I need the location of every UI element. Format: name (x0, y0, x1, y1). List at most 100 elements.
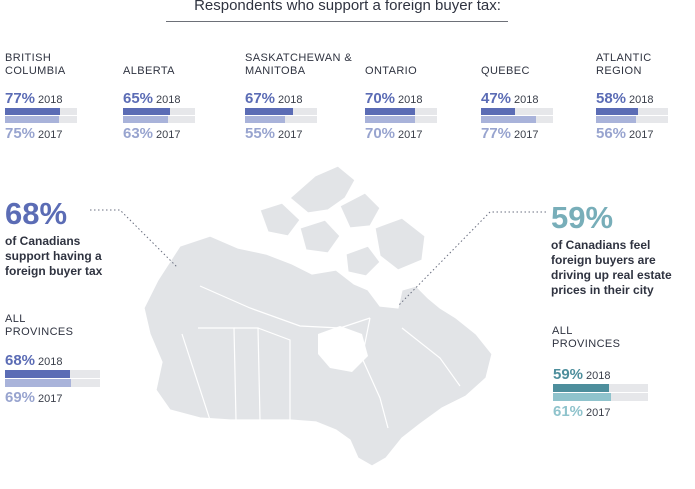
value-2017: 55% (245, 125, 276, 142)
region-saskatchewan-manitoba: SASKATCHEWAN & MANITOBA 67% 2018 55% 2017 (245, 51, 363, 142)
all-label-line: PROVINCES (5, 326, 74, 338)
year-2017-label: 2017 (156, 129, 181, 141)
region-label: SASKATCHEWAN & MANITOBA (245, 52, 353, 77)
bar-track-2017 (596, 116, 668, 123)
bar-track-2017 (123, 116, 195, 123)
region-atlantic: ATLANTIC REGION 58% 2018 56% 2017 (596, 51, 691, 142)
year-2018-label: 2018 (629, 94, 654, 106)
left-description: of Canadians support having a foreign bu… (5, 234, 165, 279)
bar-track-2017 (553, 393, 648, 401)
all-label-line: ALL (5, 313, 26, 325)
desc-line: of Canadians (5, 234, 81, 248)
bar-track-2018 (245, 108, 317, 115)
bar-2018 (553, 384, 610, 392)
year-2017-label: 2017 (514, 129, 539, 141)
value-2017: 70% (365, 125, 396, 142)
bar-2017 (123, 116, 169, 123)
value-2017: 69% (5, 389, 36, 406)
value-2017: 75% (5, 125, 36, 142)
bar-2018 (596, 108, 638, 115)
desc-line: foreign buyers are (551, 253, 656, 267)
desc-line: foreign buyer tax (5, 264, 103, 278)
region-british-columbia: BRITISH COLUMBIA 77% 2018 75% 2017 (5, 51, 115, 142)
year-2017-label: 2017 (38, 393, 63, 405)
value-2018: 47% (481, 90, 512, 107)
value-2017: 77% (481, 125, 512, 142)
year-2017-label: 2017 (38, 129, 63, 141)
right-stat: 59% of Canadians feel foreign buyers are… (551, 200, 691, 298)
bar-2017 (5, 116, 59, 123)
year-2018-label: 2018 (278, 94, 303, 106)
region-label: ATLANTIC REGION (596, 52, 652, 77)
bar-track-2018 (553, 384, 648, 392)
value-2018: 70% (365, 90, 396, 107)
right-all-bars: 59% 2018 61% 2017 (553, 366, 653, 420)
right-description: of Canadians feel foreign buyers are dri… (551, 238, 691, 298)
title-underline (166, 21, 508, 22)
canada-map (143, 165, 493, 467)
value-2018: 77% (5, 90, 36, 107)
value-2018: 59% (553, 366, 584, 383)
region-ontario: ONTARIO 70% 2018 70% 2017 (365, 51, 475, 142)
left-all-bars: 68% 2018 69% 2017 (5, 352, 105, 406)
bar-2018 (365, 108, 416, 115)
bar-2018 (481, 108, 515, 115)
left-stat: 68% of Canadians support having a foreig… (5, 196, 165, 279)
value-2018: 67% (245, 90, 276, 107)
year-2018-label: 2018 (398, 94, 423, 106)
value-2017: 56% (596, 125, 627, 142)
bar-2018 (5, 370, 70, 378)
bar-track-2017 (365, 116, 437, 123)
desc-line: prices in their city (551, 283, 654, 297)
value-2018: 58% (596, 90, 627, 107)
bar-track-2018 (481, 108, 553, 115)
all-label-line: PROVINCES (552, 338, 621, 350)
value-2018: 68% (5, 352, 36, 369)
year-2017-label: 2017 (278, 129, 303, 141)
region-label: BRITISH COLUMBIA (5, 52, 66, 77)
region-quebec: QUEBEC 47% 2018 77% 2017 (481, 51, 591, 142)
value-2017: 61% (553, 403, 584, 420)
left-all-provinces: ALL PROVINCES (5, 313, 73, 339)
connector-right (397, 211, 546, 307)
year-2018-label: 2018 (586, 370, 611, 382)
desc-line: of Canadians feel (551, 238, 651, 252)
bar-track-2018 (365, 108, 437, 115)
region-label: QUEBEC (481, 65, 530, 77)
bar-2018 (5, 108, 61, 115)
region-label: ALBERTA (123, 65, 175, 77)
desc-line: support having a (5, 249, 102, 263)
bar-2017 (481, 116, 537, 123)
bar-track-2018 (5, 370, 100, 378)
value-2018: 65% (123, 90, 154, 107)
chart-title: Respondents who support a foreign buyer … (194, 0, 501, 14)
bar-track-2017 (5, 116, 77, 123)
bar-2017 (5, 379, 71, 387)
bar-track-2017 (245, 116, 317, 123)
year-2018-label: 2018 (156, 94, 181, 106)
bar-2018 (245, 108, 294, 115)
year-2018-label: 2018 (38, 356, 63, 368)
bar-track-2018 (123, 108, 195, 115)
bar-2017 (596, 116, 637, 123)
year-2017-label: 2017 (586, 407, 611, 419)
connector-left (90, 209, 179, 269)
bar-2017 (553, 393, 611, 401)
bar-2017 (365, 116, 416, 123)
desc-line: driving up real estate (551, 268, 672, 282)
right-big-percent: 59% (551, 200, 614, 235)
bar-2017 (245, 116, 285, 123)
year-2018-label: 2018 (38, 94, 63, 106)
left-big-percent: 68% (5, 196, 68, 231)
region-label: ONTARIO (365, 65, 418, 77)
bar-track-2017 (481, 116, 553, 123)
bar-track-2017 (5, 379, 100, 387)
all-label-line: ALL (552, 325, 573, 337)
region-alberta: ALBERTA 65% 2018 63% 2017 (123, 51, 233, 142)
year-2018-label: 2018 (514, 94, 539, 106)
year-2017-label: 2017 (629, 129, 654, 141)
year-2017-label: 2017 (398, 129, 423, 141)
bar-track-2018 (5, 108, 77, 115)
value-2017: 63% (123, 125, 154, 142)
